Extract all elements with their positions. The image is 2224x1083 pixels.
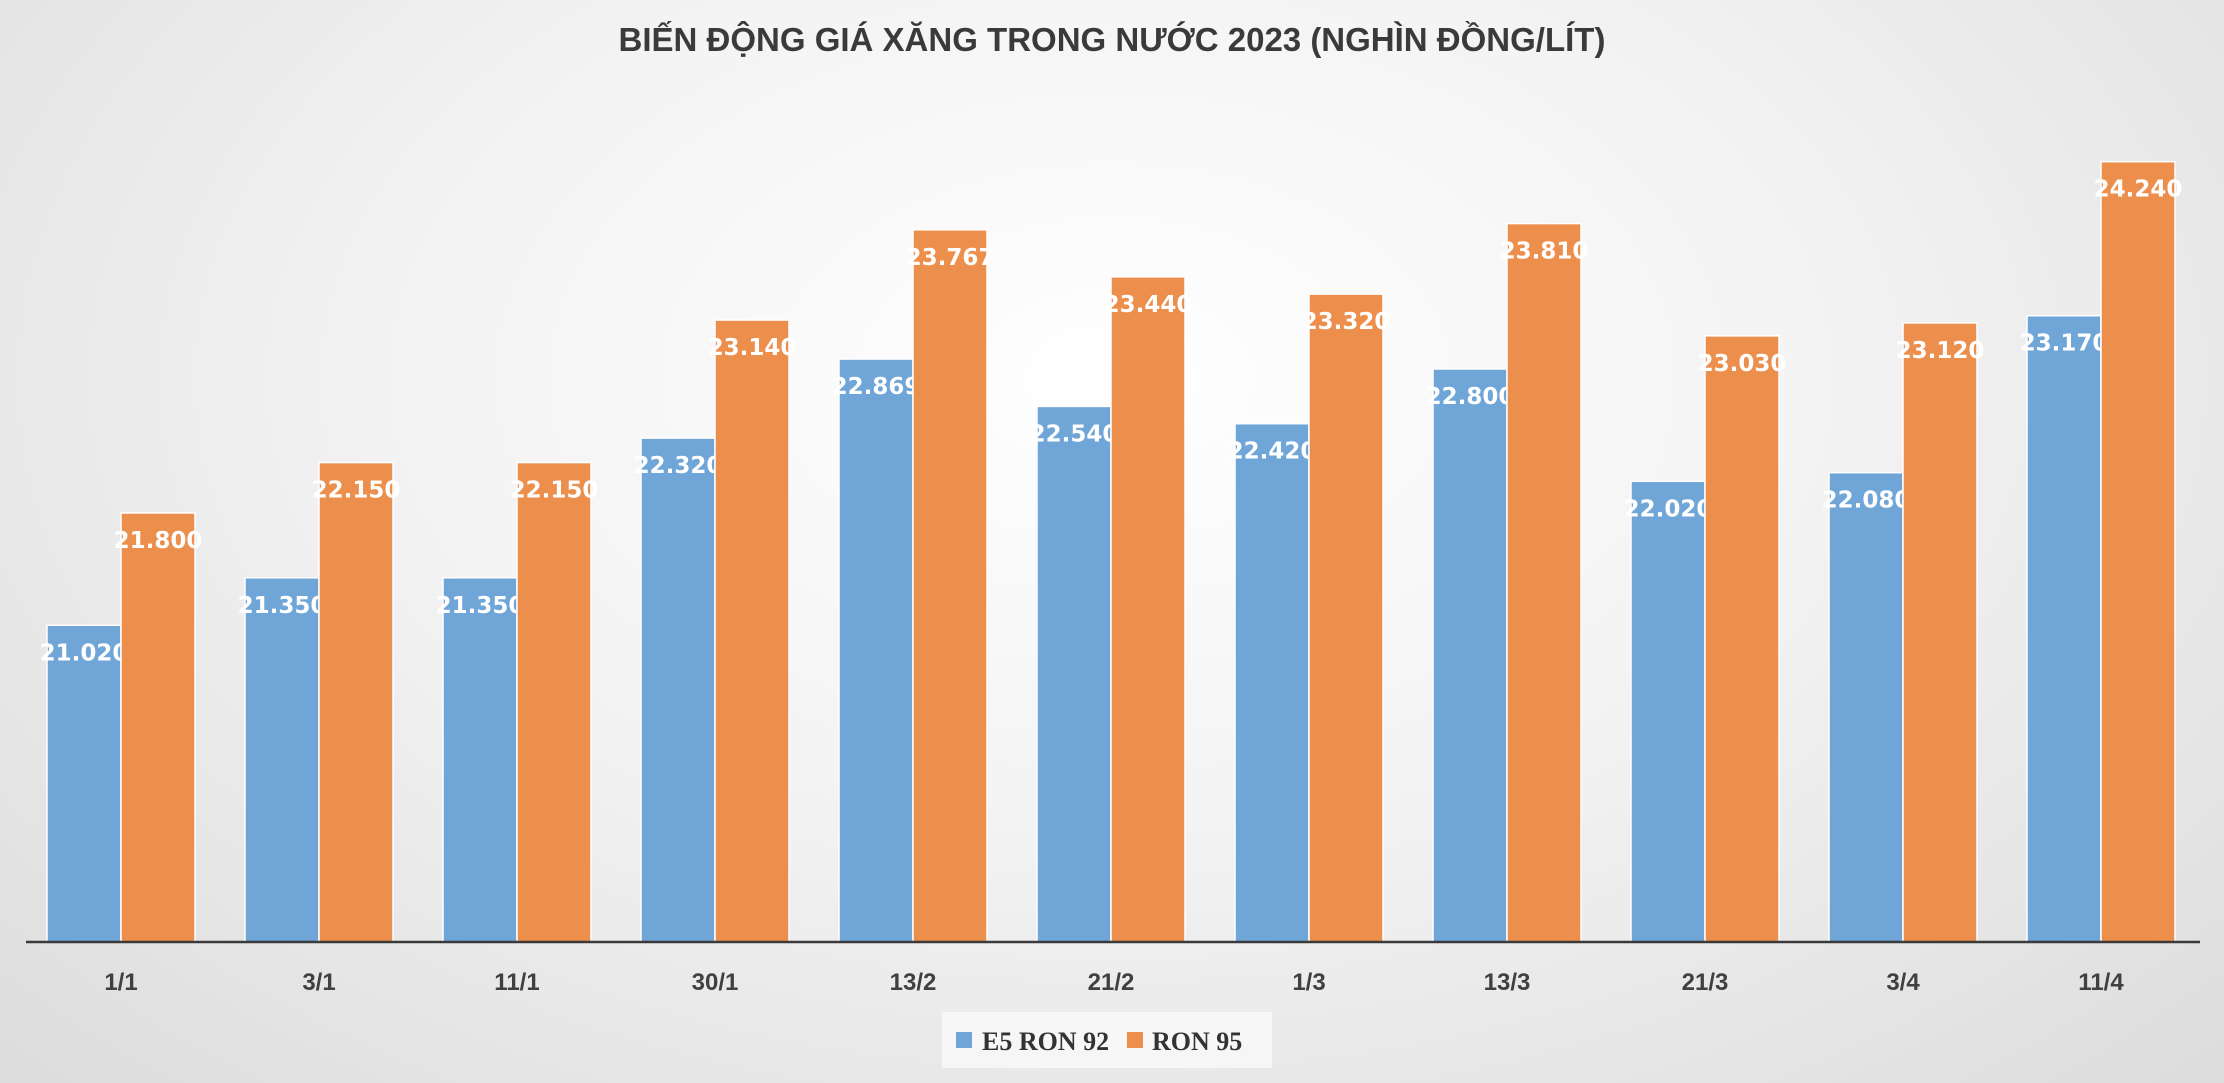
bar-e5-ron-92-13-2 [838, 358, 914, 943]
data-label-ron-95-3-1: 22.150 [312, 478, 401, 504]
x-tick-label-13-2: 13/2 [890, 969, 937, 996]
x-tick-label-21-3: 21/3 [1682, 969, 1729, 996]
bar-ron-95-13-3 [1506, 222, 1582, 943]
data-label-ron-95-1-3: 23.320 [1302, 309, 1391, 335]
x-tick-label-21-2: 21/2 [1088, 969, 1135, 996]
bar-ron-95-1-1 [120, 512, 196, 943]
data-label-ron-95-21-2: 23.440 [1104, 292, 1193, 318]
x-tick-label-3-1: 3/1 [302, 969, 335, 996]
legend: E5 RON 92 RON 95 [942, 1012, 1272, 1068]
data-label-e5-ron-92-21-2: 22.540 [1030, 421, 1119, 447]
data-label-e5-ron-92-30-1: 22.320 [634, 453, 723, 479]
bar-e5-ron-92-3-4 [1828, 471, 1904, 943]
data-label-e5-ron-92-21-3: 22.020 [1624, 496, 1713, 522]
data-label-ron-95-1-1: 21.800 [114, 528, 203, 554]
chart-title: BIẾN ĐỘNG GIÁ XĂNG TRONG NƯỚC 2023 (NGHÌ… [619, 20, 1606, 58]
data-label-e5-ron-92-13-2: 22.869 [832, 374, 921, 400]
bar-ron-95-30-1 [714, 319, 790, 943]
x-tick-label-11-4: 11/4 [2078, 969, 2124, 996]
x-tick-label-1-1: 1/1 [104, 969, 137, 996]
data-label-ron-95-11-4: 24.240 [2094, 177, 2183, 203]
bar-e5-ron-92-1-3 [1234, 422, 1310, 943]
legend-label-e5-ron-92: E5 RON 92 [982, 1027, 1109, 1056]
data-label-e5-ron-92-11-4: 23.170 [2020, 331, 2109, 357]
bar-e5-ron-92-3-1 [244, 577, 320, 943]
data-label-e5-ron-92-3-4: 22.080 [1822, 488, 1911, 514]
x-tick-label-1-3: 1/3 [1292, 969, 1325, 996]
bar-ron-95-3-4 [1902, 322, 1978, 943]
bar-e5-ron-92-13-3 [1432, 368, 1508, 943]
bar-ron-95-11-4 [2100, 160, 2176, 943]
data-label-ron-95-13-3: 23.810 [1500, 239, 1589, 265]
legend-swatch-e5-ron-92 [956, 1032, 972, 1048]
bar-e5-ron-92-21-2 [1036, 405, 1112, 943]
data-label-ron-95-30-1: 23.140 [708, 335, 797, 361]
data-label-ron-95-21-3: 23.030 [1698, 351, 1787, 377]
x-tick-label-3-4: 3/4 [1886, 969, 1920, 996]
legend-frame [942, 1012, 1272, 1068]
data-label-ron-95-13-2: 23.767 [906, 245, 995, 271]
bar-e5-ron-92-11-4 [2026, 314, 2102, 943]
bar-e5-ron-92-1-1 [46, 624, 122, 943]
data-label-e5-ron-92-3-1: 21.350 [238, 593, 327, 619]
x-tick-labels: 1/1 3/1 11/1 30/1 13/2 21/2 1/3 13/3 21/3 3/4 11/4 [104, 969, 2124, 996]
bars-group: 21.020 21.800 21.350 22.150 21.350 22.150 22.3… [40, 160, 2183, 943]
bar-e5-ron-92-30-1 [640, 437, 716, 943]
bar-e5-ron-92-11-1 [442, 577, 518, 943]
legend-swatch-ron-95 [1127, 1032, 1143, 1048]
legend-label-ron-95: RON 95 [1152, 1027, 1242, 1056]
data-label-ron-95-11-1: 22.150 [510, 478, 599, 504]
x-tick-label-13-3: 13/3 [1484, 969, 1531, 996]
x-tick-label-30-1: 30/1 [692, 969, 739, 996]
bar-e5-ron-92-21-3 [1630, 480, 1706, 943]
data-label-e5-ron-92-11-1: 21.350 [436, 593, 525, 619]
bar-ron-95-21-3 [1704, 335, 1780, 943]
x-tick-label-11-1: 11/1 [494, 969, 539, 996]
data-label-ron-95-3-4: 23.120 [1896, 338, 1985, 364]
bar-ron-95-1-3 [1308, 293, 1384, 943]
data-label-e5-ron-92-13-3: 22.800 [1426, 384, 1515, 410]
bar-ron-95-13-2 [912, 229, 988, 943]
data-label-e5-ron-92-1-1: 21.020 [40, 640, 129, 666]
bar-ron-95-21-2 [1110, 276, 1186, 943]
data-label-e5-ron-92-1-3: 22.420 [1228, 439, 1317, 465]
bar-ron-95-11-1 [516, 461, 592, 943]
bar-ron-95-3-1 [318, 461, 394, 943]
